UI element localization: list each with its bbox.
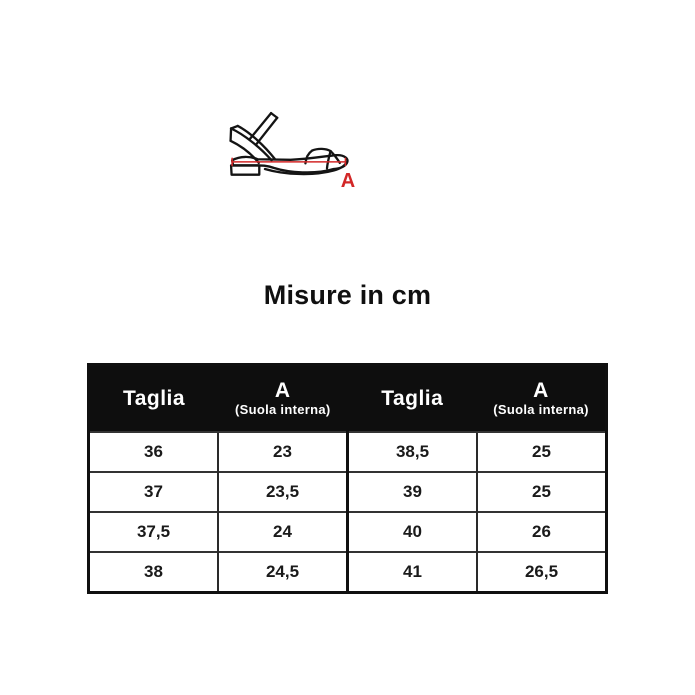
table-header-row: Taglia A (Suola interna) Taglia A (Suola… (88, 364, 607, 432)
table-row: 37,5 24 40 26 (88, 511, 607, 552)
header-label: Taglia (122, 386, 186, 410)
heel-strap-mid-edge (229, 127, 273, 162)
header-cell-taglia-left: Taglia (88, 364, 218, 432)
table-cell: 23,5 (217, 471, 348, 512)
table-cell: 26 (476, 511, 607, 552)
table-cell: 25 (476, 431, 607, 472)
table-cell: 25 (476, 471, 607, 512)
table-row: 36 23 38,5 25 (88, 431, 607, 472)
header-sublabel: (Suola interna) (234, 401, 331, 417)
heel-block (229, 164, 261, 176)
measure-label-a: A (340, 170, 356, 192)
page-title: Misure in cm (263, 280, 432, 310)
header-label: Taglia (381, 386, 444, 410)
ankle-strap-edge-right (255, 116, 279, 146)
table-cell: 38,5 (346, 431, 477, 472)
table-cell: 24 (217, 511, 348, 552)
header-cell-taglia-right: Taglia (347, 364, 477, 432)
heel-strap-inner-edge (229, 139, 260, 165)
header-cell-a-left: A (Suola interna) (218, 364, 348, 432)
table-cell: 37,5 (88, 511, 218, 552)
header-label: A (533, 378, 549, 402)
table-cell: 38 (88, 551, 218, 593)
table-cell: 39 (346, 471, 477, 512)
table-cell: 37 (88, 471, 218, 512)
table-cell: 24,5 (217, 551, 348, 593)
table-cell: 40 (346, 511, 477, 552)
table-cell: 41 (346, 551, 477, 593)
table-cell: 36 (88, 431, 218, 472)
table-row: 37 23,5 39 25 (88, 471, 607, 512)
table-cell: 23 (217, 431, 348, 472)
table-row: 38 24,5 41 26,5 (88, 551, 607, 593)
size-table: Taglia A (Suola interna) Taglia A (Suola… (87, 363, 608, 594)
heel-strap-left-edge (229, 127, 233, 142)
sandal-illustration-icon (229, 111, 349, 176)
table-cell: 26,5 (476, 551, 607, 593)
toe-strap-top-edge (310, 147, 332, 153)
toe-strap-right-edge (325, 149, 332, 170)
header-cell-a-right: A (Suola interna) (477, 364, 607, 432)
measure-line-group (231, 157, 347, 167)
header-sublabel: (Suola interna) (493, 401, 589, 417)
sole-outline (230, 154, 349, 174)
ankle-strap-edge-left (248, 111, 273, 140)
ankle-strap-tip (269, 111, 279, 119)
header-label: A (274, 378, 291, 402)
outsole-line (263, 161, 348, 176)
heel-strap-front-edge (236, 124, 276, 160)
